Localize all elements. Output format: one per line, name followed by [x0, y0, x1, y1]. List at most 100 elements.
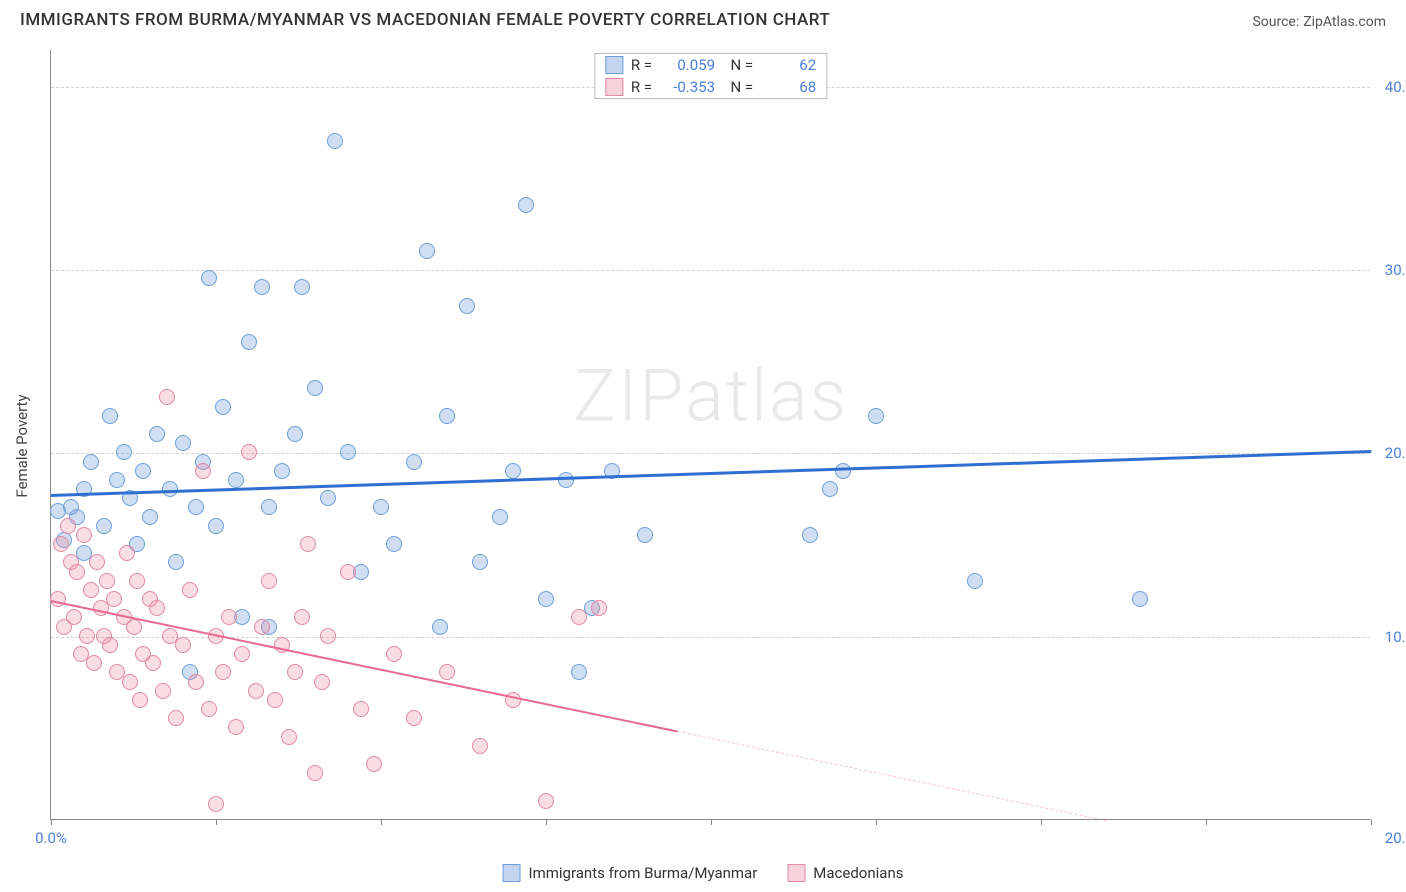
- y-tick-label: 20.0%: [1385, 444, 1406, 462]
- x-tick-label: 20.0%: [1385, 829, 1406, 847]
- legend-label: Immigrants from Burma/Myanmar: [529, 864, 758, 882]
- r-label: R =: [631, 56, 652, 74]
- data-point: [159, 389, 175, 405]
- data-point: [83, 582, 99, 598]
- data-point: [472, 738, 488, 754]
- legend-swatch-icon: [605, 56, 623, 74]
- data-point: [188, 499, 204, 515]
- data-point: [83, 454, 99, 470]
- grid-line: [51, 270, 1370, 271]
- y-axis-label: Female Poverty: [13, 394, 31, 497]
- data-point: [538, 591, 554, 607]
- data-point: [129, 573, 145, 589]
- data-point: [822, 481, 838, 497]
- data-point: [69, 564, 85, 580]
- x-tick: [1206, 819, 1207, 825]
- r-value: -0.353: [660, 78, 715, 96]
- data-point: [168, 554, 184, 570]
- data-point: [439, 664, 455, 680]
- data-point: [281, 729, 297, 745]
- data-point: [241, 334, 257, 350]
- legend-label: Macedonians: [813, 864, 903, 882]
- data-point: [119, 545, 135, 561]
- data-point: [175, 435, 191, 451]
- data-point: [116, 444, 132, 460]
- r-value: 0.059: [660, 56, 715, 74]
- data-point: [99, 573, 115, 589]
- data-point: [89, 554, 105, 570]
- x-tick: [216, 819, 217, 825]
- x-tick: [876, 819, 877, 825]
- y-tick-label: 10.0%: [1385, 628, 1406, 646]
- data-point: [215, 399, 231, 415]
- data-point: [102, 408, 118, 424]
- data-point: [109, 472, 125, 488]
- data-point: [135, 463, 151, 479]
- data-point: [261, 573, 277, 589]
- source-label: Source:: [1252, 14, 1299, 30]
- x-tick: [1371, 819, 1372, 825]
- data-point: [274, 463, 290, 479]
- data-point: [868, 408, 884, 424]
- n-value: 68: [761, 78, 816, 96]
- data-point: [571, 664, 587, 680]
- data-point: [86, 655, 102, 671]
- data-point: [60, 518, 76, 534]
- data-point: [571, 609, 587, 625]
- data-point: [195, 463, 211, 479]
- x-tick: [51, 819, 52, 825]
- data-point: [228, 719, 244, 735]
- data-point: [122, 674, 138, 690]
- data-point: [132, 692, 148, 708]
- data-point: [66, 609, 82, 625]
- x-tick: [381, 819, 382, 825]
- data-point: [967, 573, 983, 589]
- data-point: [320, 490, 336, 506]
- data-point: [320, 628, 336, 644]
- y-tick-label: 30.0%: [1385, 261, 1406, 279]
- data-point: [406, 454, 422, 470]
- legend-item: Immigrants from Burma/Myanmar: [503, 864, 758, 882]
- n-label: N =: [723, 56, 753, 74]
- data-point: [126, 619, 142, 635]
- data-point: [1132, 591, 1148, 607]
- legend-item: Macedonians: [787, 864, 903, 882]
- data-point: [353, 701, 369, 717]
- n-label: N =: [723, 78, 753, 96]
- x-tick: [711, 819, 712, 825]
- data-point: [145, 655, 161, 671]
- data-point: [254, 279, 270, 295]
- data-point: [835, 463, 851, 479]
- data-point: [106, 591, 122, 607]
- data-point: [228, 472, 244, 488]
- data-point: [637, 527, 653, 543]
- data-point: [215, 664, 231, 680]
- data-point: [102, 637, 118, 653]
- data-point: [267, 692, 283, 708]
- legend-swatch-icon: [503, 864, 521, 882]
- correlation-legend: R = 0.059 N = 62 R = -0.353 N = 68: [594, 53, 827, 99]
- data-point: [53, 536, 69, 552]
- trend-line: [678, 731, 1107, 821]
- data-point: [538, 793, 554, 809]
- data-point: [558, 472, 574, 488]
- r-label: R =: [631, 78, 652, 96]
- data-point: [327, 133, 343, 149]
- grid-line: [51, 637, 1370, 638]
- data-point: [340, 444, 356, 460]
- data-point: [201, 701, 217, 717]
- data-point: [432, 619, 448, 635]
- chart-title: IMMIGRANTS FROM BURMA/MYANMAR VS MACEDON…: [20, 10, 830, 30]
- data-point: [142, 509, 158, 525]
- data-point: [50, 591, 66, 607]
- data-point: [208, 518, 224, 534]
- data-point: [307, 380, 323, 396]
- data-point: [248, 683, 264, 699]
- scatter-chart: ZIPatlas R = 0.059 N = 62 R = -0.353 N =…: [50, 50, 1370, 820]
- source-attribution: Source: ZipAtlas.com: [1252, 11, 1386, 30]
- source-name: ZipAtlas.com: [1303, 14, 1386, 30]
- data-point: [340, 564, 356, 580]
- data-point: [149, 600, 165, 616]
- legend-row: R = -0.353 N = 68: [595, 76, 826, 98]
- data-point: [459, 298, 475, 314]
